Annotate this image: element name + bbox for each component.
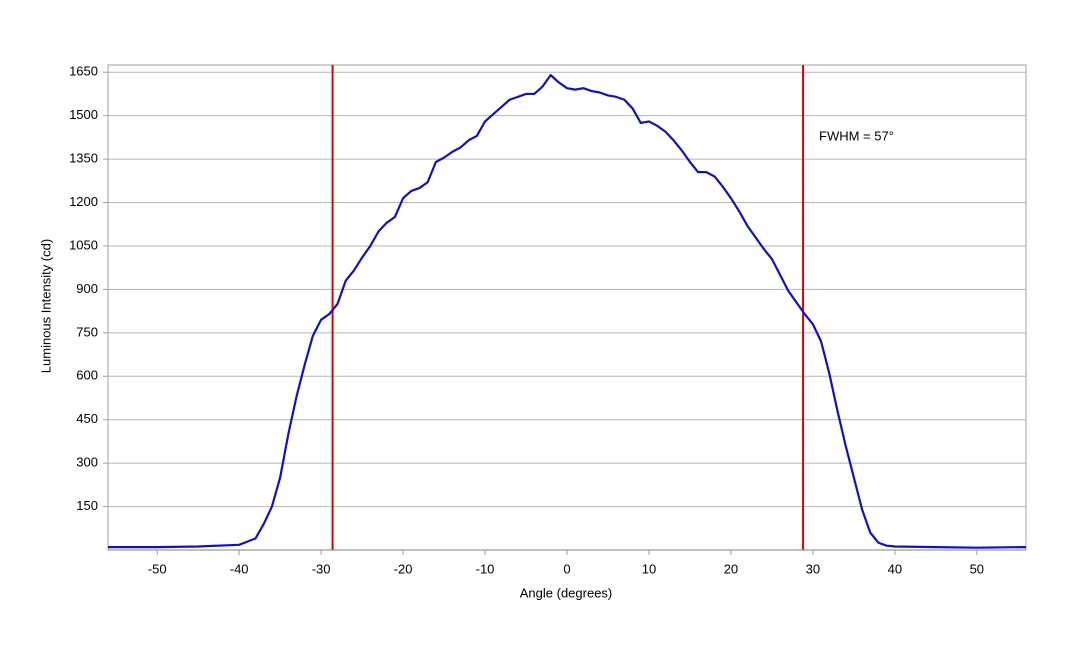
y-tick-label: 300 [76, 455, 98, 470]
y-tick-label: 750 [76, 324, 98, 339]
y-tick-label: 600 [76, 368, 98, 383]
x-tick-label: 40 [888, 561, 902, 576]
y-tick-label: 900 [76, 281, 98, 296]
y-tick-label: 1350 [69, 151, 98, 166]
x-tick-label: -50 [148, 561, 167, 576]
x-tick-label: -40 [230, 561, 249, 576]
annotation: FWHM = 57° [819, 128, 894, 143]
x-tick-label: 20 [724, 561, 738, 576]
y-tick-label: 450 [76, 411, 98, 426]
y-tick-label: 150 [76, 498, 98, 513]
x-tick-label: -10 [476, 561, 495, 576]
x-axis-title: Angle (degrees) [520, 585, 613, 600]
x-tick-label: 30 [806, 561, 820, 576]
plot-area [107, 64, 1027, 551]
x-tick-label: 10 [642, 561, 656, 576]
y-tick-label: 1200 [69, 194, 98, 209]
y-tick-label: 1650 [69, 64, 98, 79]
x-tick-label: -30 [312, 561, 331, 576]
y-tick-label: 1500 [69, 107, 98, 122]
x-tick-label: 0 [563, 561, 570, 576]
x-tick-label: 50 [970, 561, 984, 576]
data-line [108, 74, 1027, 549]
y-axis-title: Luminous Intensity (cd) [38, 239, 53, 373]
y-tick-label: 1050 [69, 237, 98, 252]
x-tick-label: -20 [394, 561, 413, 576]
